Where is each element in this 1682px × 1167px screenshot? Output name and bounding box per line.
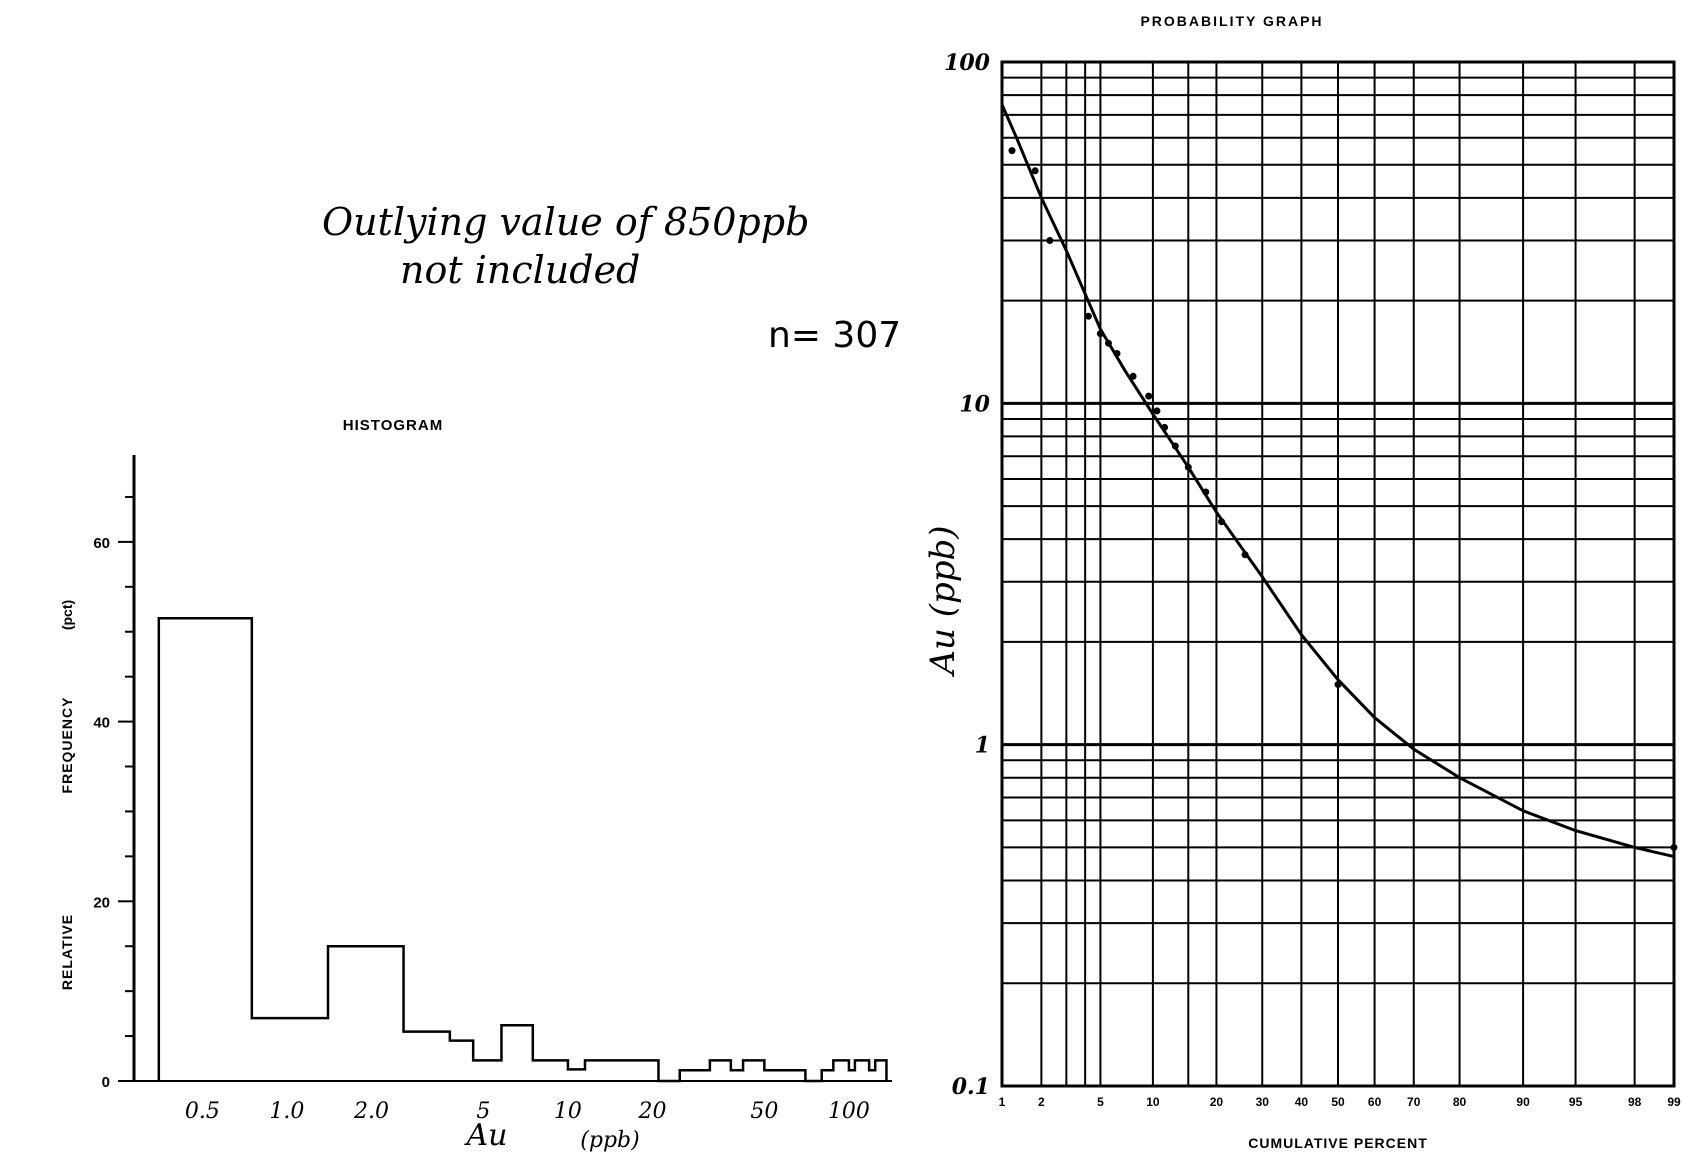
histogram-x-tick-label: 5 <box>476 1099 490 1124</box>
probability-data-point <box>1096 330 1104 338</box>
probability-x-tick-label: 5 <box>1097 1095 1104 1109</box>
histogram-bar <box>833 1060 849 1081</box>
probability-data-point <box>1670 843 1678 851</box>
probability-fit-curve <box>1000 103 1675 859</box>
probability-y-tick-label: 1 <box>975 733 990 759</box>
probability-data-point <box>1241 551 1249 559</box>
probability-x-tick-label: 95 <box>1569 1095 1583 1109</box>
probability-data-point <box>1184 463 1192 471</box>
probability-x-tick-label: 90 <box>1516 1095 1530 1109</box>
probability-data-point <box>1218 518 1226 526</box>
histogram-bar <box>252 1018 328 1081</box>
histogram-bar <box>680 1070 710 1081</box>
probability-x-tick-label: 98 <box>1628 1095 1642 1109</box>
probability-data-point <box>1161 423 1169 431</box>
probability-y-tick-label: 100 <box>944 50 991 76</box>
histogram-bars-outline <box>157 617 888 1083</box>
histogram-x-tick-label: 50 <box>750 1099 778 1124</box>
histogram-ylabel-relative: RELATIVE <box>59 914 75 990</box>
histogram-bar <box>568 1069 585 1081</box>
histogram-bar <box>533 1060 568 1081</box>
probability-x-tick-label: 2 <box>1038 1095 1045 1109</box>
histogram-bar <box>764 1070 805 1081</box>
histogram-bar <box>328 946 404 1081</box>
histogram-x-tick-label: 0.5 <box>185 1099 220 1124</box>
histogram-y-tick-label: 60 <box>93 535 110 552</box>
probability-data-point <box>1046 236 1054 244</box>
histogram-bar <box>743 1060 764 1081</box>
probability-data-point <box>1104 339 1112 347</box>
probability-x-tick-label: 99 <box>1667 1095 1681 1109</box>
probability-x-tick-label: 80 <box>1453 1095 1467 1109</box>
probability-data-point <box>1008 147 1016 155</box>
histogram-ylabel-unit: (pct) <box>59 600 75 630</box>
probability-data-point <box>1129 372 1137 380</box>
histogram-title: HISTOGRAM <box>343 417 443 434</box>
histogram-bar <box>869 1070 875 1081</box>
probability-xlabel: CUMULATIVE PERCENT <box>1248 1135 1428 1151</box>
histogram-bar <box>875 1060 886 1081</box>
probability-data-point <box>1171 442 1179 450</box>
outlier-note-line1: Outlying value of 850ppb <box>322 200 810 244</box>
histogram-xlabel-unit: (ppb) <box>580 1128 639 1153</box>
histogram-bar <box>404 1032 450 1081</box>
histogram-x-tick-label: 10 <box>554 1099 582 1124</box>
histogram-x-tick-label: 100 <box>828 1099 870 1124</box>
probability-x-tick-label: 30 <box>1256 1095 1270 1109</box>
histogram-y-tick-label: 0 <box>102 1074 110 1091</box>
histogram-ylabel-frequency: FREQUENCY <box>59 697 75 794</box>
probability-x-tick-label: 1 <box>999 1095 1006 1109</box>
histogram-bar <box>473 1060 501 1081</box>
histogram-bar <box>450 1041 473 1081</box>
probability-chart: PROBABILITY GRAPH 0.1 1 10 100 1 2 5 10 20 30 40 5… <box>923 13 1681 1151</box>
histogram-bar <box>710 1060 731 1081</box>
probability-x-tick-label: 20 <box>1210 1095 1224 1109</box>
histogram-bar <box>585 1060 658 1081</box>
histogram-chart: HISTOGRAM 0 20 40 60 0.5 1.0 2.0 5 10 20 50 100 RE… <box>59 417 892 1153</box>
histogram-y-tick-label: 40 <box>93 715 110 732</box>
histogram-bar <box>159 618 252 1081</box>
probability-plot-frame <box>1000 60 1676 1088</box>
probability-x-tick-label: 70 <box>1407 1095 1421 1109</box>
probability-data-point <box>1202 488 1210 496</box>
sample-count-label: n= 307 <box>768 315 902 356</box>
probability-ylabel: Au (ppb) <box>923 525 963 677</box>
histogram-x-tick-label: 2.0 <box>353 1099 389 1124</box>
probability-x-tick-label: 60 <box>1368 1095 1382 1109</box>
probability-title: PROBABILITY GRAPH <box>1140 13 1323 29</box>
histogram-bar <box>822 1070 834 1081</box>
histogram-y-tick-label: 20 <box>93 894 110 911</box>
histogram-bar <box>501 1025 532 1081</box>
probability-data-point <box>1145 392 1153 400</box>
probability-x-tick-label: 50 <box>1331 1095 1345 1109</box>
histogram-bar <box>731 1070 743 1081</box>
probability-data-point <box>1084 312 1092 320</box>
histogram-x-tick-label: 1.0 <box>269 1099 304 1124</box>
probability-data-point <box>1334 681 1342 689</box>
probability-x-tick-label: 40 <box>1295 1095 1309 1109</box>
probability-y-tick-label: 0.1 <box>952 1074 990 1100</box>
histogram-bar <box>855 1060 869 1081</box>
histogram-x-tick-label: 20 <box>638 1099 667 1124</box>
histogram-xlabel: Au <box>464 1118 508 1153</box>
probability-data-point <box>1153 407 1161 415</box>
probability-x-tick-label: 10 <box>1146 1095 1160 1109</box>
probability-y-tick-label: 10 <box>959 391 990 417</box>
outlier-note-line2: not included <box>400 248 641 292</box>
histogram-bar <box>849 1070 855 1081</box>
probability-data-point <box>1031 167 1039 175</box>
probability-data-point <box>1113 349 1121 357</box>
